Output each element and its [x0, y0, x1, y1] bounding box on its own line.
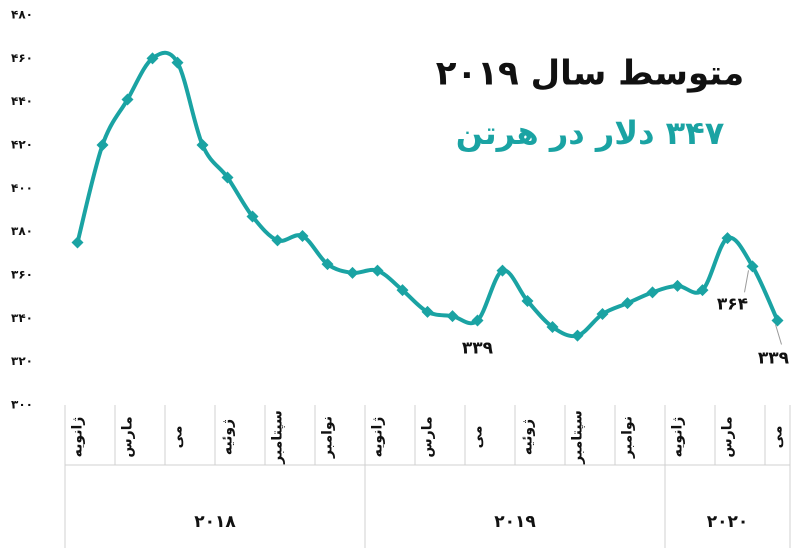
- x-tick-label: می: [470, 426, 486, 449]
- y-tick-label: ۳۸۰: [11, 224, 33, 238]
- marker: [471, 314, 484, 327]
- leader-line: [775, 324, 782, 345]
- marker: [671, 279, 684, 292]
- y-tick-label: ۳۴۰: [11, 311, 33, 325]
- y-tick-label: ۴۰۰: [11, 181, 33, 195]
- marker: [721, 232, 734, 245]
- marker: [596, 308, 609, 320]
- annotation: متوسط سال ۲۰۱۹: [436, 54, 744, 94]
- marker: [196, 139, 209, 151]
- annotation: ۳۴۷ دلار در هرتن: [456, 114, 725, 152]
- marker: [421, 305, 434, 318]
- x-tick-label: سپتامبر: [270, 410, 286, 465]
- x-tick-label: می: [170, 426, 186, 449]
- x-tick-label: می: [770, 426, 786, 449]
- marker: [346, 266, 359, 279]
- data-label: ۳۳۹: [758, 349, 790, 369]
- marker: [221, 171, 234, 184]
- marker: [71, 236, 84, 249]
- marker: [696, 284, 709, 297]
- year-label: ۲۰۲۰: [707, 512, 749, 532]
- marker: [96, 139, 109, 151]
- marker: [771, 314, 784, 327]
- y-tick-label: ۴۲۰: [11, 138, 33, 152]
- marker: [321, 258, 334, 271]
- marker: [621, 297, 634, 310]
- marker: [171, 56, 184, 69]
- leader-line: [744, 270, 749, 293]
- x-tick-label: ژوئیه: [520, 419, 536, 455]
- marker: [396, 284, 409, 297]
- year-label: ۲۰۱۹: [494, 512, 536, 532]
- x-tick-label: ژانویه: [370, 417, 386, 458]
- x-tick-label: ژوئیه: [220, 419, 236, 455]
- marker: [271, 234, 284, 247]
- x-tick-label: نوامبر: [620, 416, 636, 459]
- marker: [646, 286, 659, 299]
- marker: [121, 93, 134, 106]
- x-tick-label: مارس: [120, 416, 136, 457]
- marker: [371, 264, 384, 277]
- x-tick-label: مارس: [720, 416, 736, 457]
- x-tick-label: نوامبر: [320, 416, 336, 459]
- marker: [746, 260, 759, 273]
- y-tick-label: ۳۲۰: [11, 354, 33, 368]
- y-tick-label: ۴۶۰: [11, 51, 33, 65]
- marker: [496, 264, 509, 277]
- marker: [546, 321, 559, 333]
- y-tick-label: ۳۰۰: [11, 398, 33, 412]
- x-tick-label: مارس: [420, 416, 436, 457]
- series-line: [75, 50, 780, 339]
- y-tick-label: ۳۶۰: [11, 268, 33, 282]
- x-tick-label: ژانویه: [70, 417, 86, 458]
- y-tick-label: ۴۸۰: [11, 8, 33, 22]
- data-label: ۳۶۴: [717, 294, 748, 314]
- marker: [521, 295, 534, 307]
- x-tick-label: سپتامبر: [570, 410, 586, 465]
- marker: [246, 210, 259, 223]
- marker: [146, 52, 159, 65]
- data-label: ۳۳۹: [462, 339, 494, 359]
- year-label: ۲۰۱۸: [194, 512, 236, 532]
- marker: [296, 230, 309, 242]
- y-tick-label: ۴۴۰: [11, 94, 33, 108]
- marker: [446, 310, 459, 323]
- marker: [571, 329, 584, 342]
- x-tick-label: ژانویه: [670, 417, 686, 458]
